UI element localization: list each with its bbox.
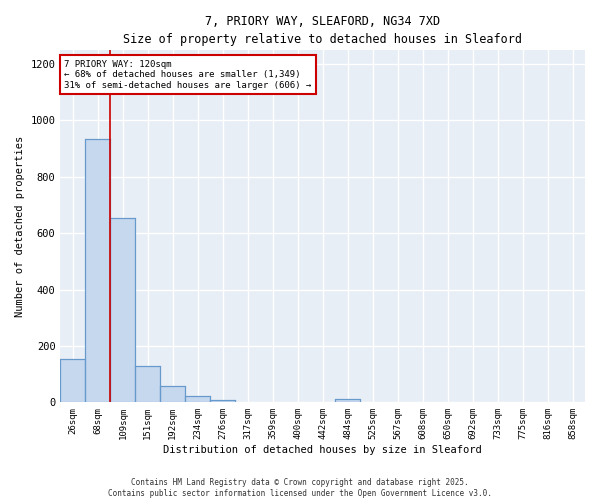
Bar <box>210 400 235 402</box>
Bar <box>136 366 160 403</box>
Text: Contains HM Land Registry data © Crown copyright and database right 2025.
Contai: Contains HM Land Registry data © Crown c… <box>108 478 492 498</box>
X-axis label: Distribution of detached houses by size in Sleaford: Distribution of detached houses by size … <box>163 445 482 455</box>
Bar <box>85 138 110 402</box>
Bar <box>61 360 85 403</box>
Title: 7, PRIORY WAY, SLEAFORD, NG34 7XD
Size of property relative to detached houses i: 7, PRIORY WAY, SLEAFORD, NG34 7XD Size o… <box>123 15 522 46</box>
Bar <box>185 396 210 402</box>
Y-axis label: Number of detached properties: Number of detached properties <box>15 136 25 317</box>
Bar <box>110 218 136 402</box>
Text: 7 PRIORY WAY: 120sqm
← 68% of detached houses are smaller (1,349)
31% of semi-de: 7 PRIORY WAY: 120sqm ← 68% of detached h… <box>64 60 311 90</box>
Bar <box>160 386 185 402</box>
Bar <box>335 398 360 402</box>
